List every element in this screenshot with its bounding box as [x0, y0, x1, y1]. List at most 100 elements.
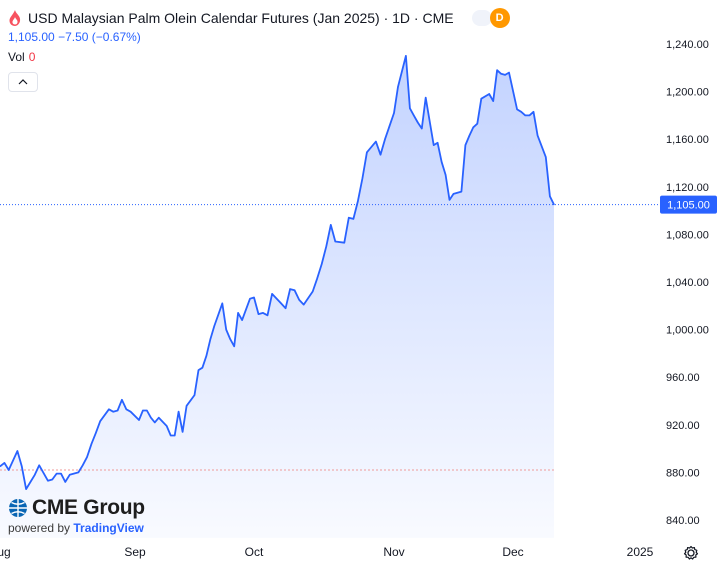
price-point: [413, 114, 415, 116]
price-point: [421, 127, 423, 130]
price-point: [508, 72, 510, 74]
price-point: [472, 126, 474, 128]
price-point: [271, 293, 273, 295]
price-point: [303, 304, 305, 306]
price-point: [108, 408, 110, 410]
y-tick-label: 1,160.00: [666, 134, 709, 146]
price-point: [321, 263, 323, 265]
price-point: [138, 419, 140, 421]
price-point: [433, 144, 435, 146]
price-point: [524, 114, 526, 116]
price-point: [154, 421, 156, 423]
price-point: [409, 107, 411, 109]
price-point: [213, 325, 215, 327]
tradingview-brand: TradingView: [73, 521, 144, 535]
price-point: [170, 434, 172, 437]
price-point: [34, 474, 36, 476]
price-point: [384, 138, 386, 140]
price-point: [343, 242, 345, 244]
price-point: [437, 142, 439, 144]
price-point: [60, 473, 62, 475]
price-point: [0, 465, 1, 467]
price-point: [294, 289, 296, 291]
cme-logo[interactable]: CME Group powered by TradingView: [8, 496, 145, 535]
price-point: [82, 464, 84, 466]
price-point: [16, 450, 18, 452]
price-point: [375, 141, 377, 143]
price-point: [253, 296, 255, 299]
price-point: [516, 108, 518, 110]
price-point: [468, 135, 470, 137]
price-point: [77, 471, 79, 473]
price-summary: 1,105.00 −7.50 (−0.67%): [8, 30, 141, 44]
price-point: [241, 319, 243, 321]
price-point: [280, 302, 282, 304]
price-point: [480, 98, 482, 100]
price-point: [289, 288, 291, 290]
price-point: [186, 405, 188, 407]
chart-header: USD Malaysian Palm Olein Calendar Future…: [8, 8, 510, 28]
price-point: [464, 144, 466, 146]
cme-globe-icon: [9, 499, 27, 517]
price-point: [225, 329, 227, 331]
price-point: [197, 369, 200, 371]
price-point: [545, 156, 547, 158]
price-point: [142, 409, 144, 412]
settings-icon[interactable]: [683, 545, 699, 561]
x-tick-label: Dec: [502, 545, 523, 559]
y-tick-label: 960.00: [666, 372, 700, 384]
cme-logo-text: CME Group: [32, 496, 145, 519]
price-point: [425, 97, 427, 99]
delayed-badge[interactable]: D: [489, 8, 510, 28]
volume-label: Vol: [8, 50, 25, 64]
price-point: [121, 399, 123, 401]
price-point: [441, 161, 443, 163]
price-point: [51, 478, 53, 481]
price-point: [174, 434, 176, 437]
market-status-badge[interactable]: [471, 10, 492, 26]
last-price: 1,105.00: [8, 30, 55, 44]
price-point: [496, 69, 498, 71]
price-point: [488, 93, 490, 95]
price-point: [86, 456, 88, 458]
price-point: [298, 299, 300, 301]
symbol-title[interactable]: USD Malaysian Palm Olein Calendar Future…: [28, 10, 454, 26]
price-point: [448, 199, 451, 201]
y-tick-label: 1,000.00: [666, 325, 709, 337]
price-point: [348, 217, 350, 219]
x-tick-label: Nov: [383, 545, 404, 559]
price-point: [492, 100, 494, 102]
y-tick-label: 1,080.00: [666, 229, 709, 241]
price-point: [388, 125, 391, 127]
price-point: [21, 465, 23, 467]
price-point: [532, 111, 535, 113]
powered-by: powered by TradingView: [8, 521, 145, 535]
price-point: [233, 345, 235, 347]
collapse-legend-button[interactable]: [8, 72, 38, 92]
price-point: [357, 200, 359, 202]
price-area-fill: [0, 55, 554, 538]
price-point: [112, 411, 114, 413]
price-point: [229, 338, 231, 340]
volume-legend[interactable]: Vol 0: [8, 50, 35, 64]
price-point: [379, 154, 382, 156]
y-tick-label: 1,200.00: [666, 87, 709, 99]
price-point: [125, 408, 127, 410]
price-point: [520, 111, 522, 113]
price-point: [90, 443, 93, 445]
price-point: [285, 307, 287, 309]
price-point: [528, 114, 531, 116]
chevron-up-icon: [18, 79, 28, 85]
price-point: [69, 474, 71, 476]
price-point: [193, 394, 196, 396]
price-point: [158, 417, 160, 419]
price-point: [366, 151, 368, 153]
price-point: [3, 462, 5, 464]
price-point: [405, 55, 407, 57]
price-point: [182, 431, 184, 433]
price-point: [553, 204, 555, 206]
x-tick-label: 2025: [627, 545, 654, 559]
powered-by-text: powered by: [8, 521, 71, 535]
